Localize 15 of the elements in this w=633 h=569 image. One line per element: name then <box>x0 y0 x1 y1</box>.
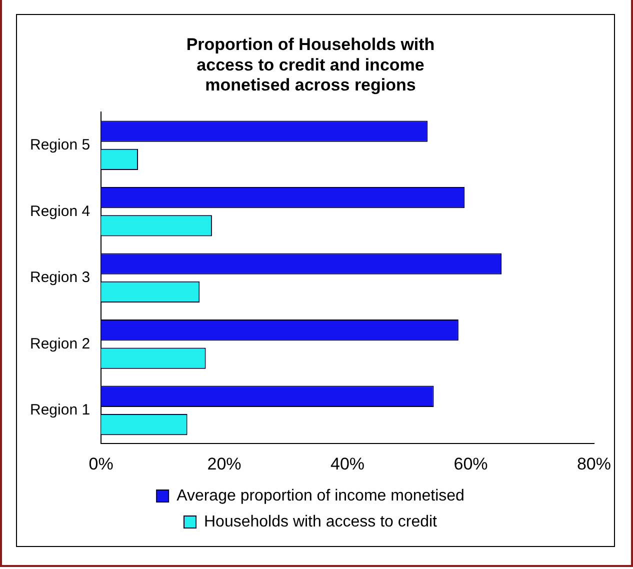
text: access to credit and income <box>196 55 424 74</box>
y-tick-label: Region 3 <box>30 269 90 286</box>
x-tick-label: 0% <box>88 454 114 474</box>
x-tick-label: 20% <box>207 454 242 474</box>
y-tick-label: Region 5 <box>30 136 90 154</box>
legend-label: Households with access to credit <box>204 513 438 530</box>
y-tick-label: Region 2 <box>30 335 90 352</box>
x-tick-label: 40% <box>330 454 365 474</box>
text: Proportion of Households with <box>186 34 435 54</box>
x-tick-label: 60% <box>454 454 488 474</box>
y-tick-label: Region 1 <box>30 402 90 419</box>
x-tick-label: 80% <box>576 454 612 474</box>
text: monetised across regions <box>205 76 416 95</box>
y-tick-label: Region 4 <box>30 202 90 220</box>
legend-label: Average proportion of income monetised <box>176 487 464 504</box>
